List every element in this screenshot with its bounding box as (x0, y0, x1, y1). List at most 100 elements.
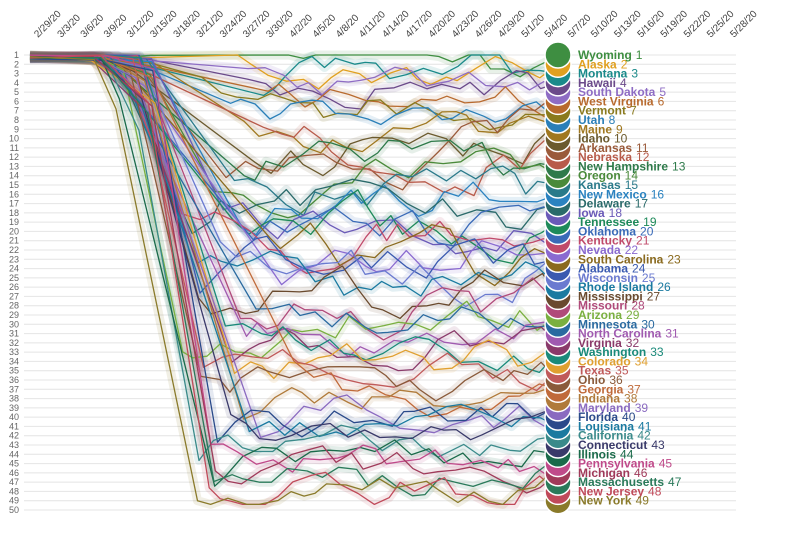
y-tick-label: 2 (14, 59, 19, 69)
series-rank: 26 (657, 280, 671, 294)
series-lines (29, 54, 559, 506)
x-tick-label: 4/5/20 (311, 12, 339, 40)
series-label: Vermont 7 (578, 104, 637, 118)
series-line-kansas[interactable] (29, 56, 559, 217)
series-line-arkansas[interactable] (29, 55, 559, 191)
y-tick-label: 34 (9, 356, 19, 366)
series-line-indiana[interactable] (29, 54, 559, 420)
series-line-new-york[interactable] (29, 56, 559, 506)
y-tick-label: 40 (9, 412, 19, 422)
series-line-ohio[interactable] (29, 55, 559, 402)
series-line-west-virginia[interactable] (29, 57, 559, 119)
y-tick-label: 48 (9, 486, 19, 496)
series-rank: 24 (632, 262, 646, 276)
series-line-missouri[interactable] (29, 54, 559, 341)
series-line-california[interactable] (29, 55, 559, 462)
series-rank: 47 (668, 475, 682, 489)
series-rank: 3 (631, 67, 638, 81)
y-tick-label: 17 (9, 199, 19, 209)
series-line-pennsylvania[interactable] (29, 54, 559, 476)
y-tick-label: 28 (9, 301, 19, 311)
series-line-idaho[interactable] (29, 54, 559, 177)
series-rank: 37 (627, 382, 641, 396)
series-line-north-carolina[interactable] (29, 57, 559, 358)
y-tick-label: 8 (14, 115, 19, 125)
series-line-colorado[interactable] (29, 56, 559, 380)
x-tick-label: 3/9/20 (102, 12, 130, 40)
y-tick-label: 24 (9, 264, 19, 274)
series-line-utah[interactable] (29, 55, 559, 126)
y-tick-label: 4 (14, 78, 19, 88)
y-tick-label: 50 (9, 505, 19, 515)
series-line-kentucky[interactable] (29, 54, 559, 274)
series-line-maryland[interactable] (29, 55, 559, 439)
series-label: Oregon 14 (578, 169, 638, 183)
series-line-mississippi[interactable] (29, 55, 559, 320)
series-rank: 40 (622, 410, 636, 424)
y-tick-label: 37 (9, 384, 19, 394)
series-rank: 28 (631, 299, 645, 313)
series-line-wyoming[interactable] (29, 54, 559, 78)
series-label: Pennsylvania 45 (578, 457, 672, 471)
series-line-illinois[interactable] (29, 56, 559, 487)
series-line-montana[interactable] (29, 54, 559, 97)
series-rank: 38 (624, 392, 638, 406)
series-label: Kentucky 21 (578, 234, 650, 248)
y-tick-label: 23 (9, 254, 19, 264)
series-line-georgia[interactable] (29, 55, 559, 418)
series-line-new-hampshire[interactable] (29, 56, 559, 181)
series-line-michigan[interactable] (29, 55, 559, 494)
series-rank: 18 (609, 206, 623, 220)
series-label: Colorado 34 (578, 354, 648, 368)
y-tick-label: 26 (9, 282, 19, 292)
series-label: Wyoming 1 (578, 48, 643, 62)
end-dot-wyoming[interactable] (544, 41, 572, 69)
series-line-oklahoma[interactable] (29, 55, 559, 247)
series-line-new-jersey[interactable] (29, 54, 559, 506)
series-rank: 36 (609, 373, 623, 387)
series-label: New Jersey 48 (578, 484, 662, 498)
series-label: Iowa 18 (578, 206, 622, 220)
series-label: Maryland 39 (578, 401, 648, 415)
series-line-delaware[interactable] (29, 56, 559, 235)
series-rank: 14 (625, 169, 639, 183)
series-line-alaska[interactable] (29, 54, 559, 90)
series-label: Delaware 17 (578, 197, 648, 211)
series-halos (29, 50, 563, 509)
series-line-south-carolina[interactable] (29, 55, 559, 287)
series-line-connecticut[interactable] (29, 55, 559, 446)
y-tick-label: 27 (9, 291, 19, 301)
y-tick-label: 35 (9, 366, 19, 376)
series-rank: 1 (636, 48, 643, 62)
y-tick-label: 6 (14, 96, 19, 106)
series-label: New York 49 (578, 494, 649, 508)
series-line-florida[interactable] (29, 58, 559, 443)
series-line-alabama[interactable] (29, 54, 559, 294)
series-label: Idaho 10 (578, 132, 628, 146)
series-rank: 33 (650, 345, 664, 359)
y-tick-label: 41 (9, 421, 19, 431)
x-tick-label: 5/4/20 (543, 12, 571, 40)
y-tick-label: 3 (14, 69, 19, 79)
series-label: Montana 3 (578, 67, 638, 81)
series-label: Rhode Island 26 (578, 280, 671, 294)
series-line-minnesota[interactable] (29, 55, 559, 334)
series-line-new-mexico[interactable] (29, 54, 559, 236)
y-axis-ticks: 1234567891011121314151617181920212223242… (9, 50, 19, 515)
series-rank: 21 (636, 234, 650, 248)
series-rank: 13 (672, 159, 686, 173)
series-line-oregon[interactable] (29, 54, 559, 219)
series-rank: 34 (635, 354, 649, 368)
series-label: Oklahoma 20 (578, 224, 654, 238)
series-line-hawaii[interactable] (29, 55, 559, 110)
series-line-wisconsin[interactable] (29, 55, 559, 308)
series-label: West Virginia 6 (578, 94, 665, 108)
series-rank: 22 (625, 243, 639, 257)
series-line-louisiana[interactable] (29, 56, 559, 438)
series-rank: 30 (641, 317, 655, 331)
y-tick-label: 45 (9, 459, 19, 469)
series-rank: 43 (651, 438, 665, 452)
series-label: Wisconsin 25 (578, 271, 656, 285)
series-line-nebraska[interactable] (29, 57, 559, 197)
y-tick-label: 42 (9, 431, 19, 441)
